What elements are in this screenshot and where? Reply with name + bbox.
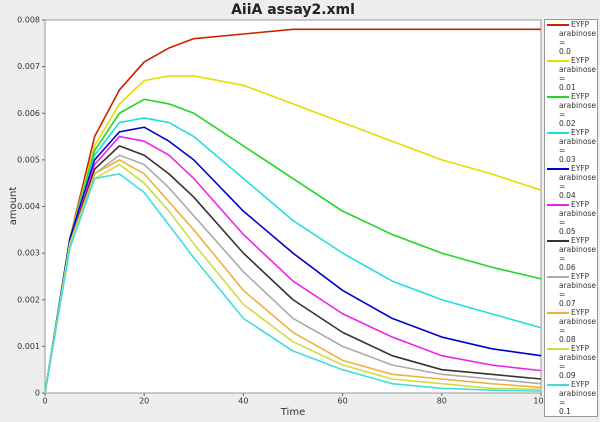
- x-tick-label: 100: [533, 397, 548, 406]
- y-tick-label: 0: [35, 389, 40, 398]
- y-tick-label: 0.004: [17, 202, 40, 211]
- legend-entry: EYFP arabinose = 0.08: [545, 308, 597, 344]
- legend-swatch: [547, 348, 569, 350]
- legend-label: EYFP arabinose = 0.03: [559, 128, 596, 164]
- y-axis-label: amount: [8, 187, 19, 226]
- legend-entry: EYFP arabinose = 0.04: [545, 164, 597, 200]
- series-line: [44, 145, 542, 394]
- legend-label: EYFP arabinose = 0.08: [559, 308, 596, 344]
- y-tick-label: 0.003: [17, 249, 40, 258]
- x-axis-label: Time: [280, 407, 305, 418]
- legend-label: EYFP arabinose = 0.06: [559, 236, 596, 272]
- legend-entry: EYFP arabinose = 0.03: [545, 128, 597, 164]
- legend-swatch: [547, 96, 569, 98]
- legend-label: EYFP arabinose = 0.1: [559, 380, 596, 416]
- legend-entry: EYFP arabinose = 0.02: [545, 92, 597, 128]
- legend-swatch: [547, 24, 569, 26]
- legend-label: EYFP arabinose = 0.02: [559, 92, 596, 128]
- y-tick-label: 0.005: [17, 155, 40, 164]
- legend-entry: EYFP arabinose = 0.05: [545, 200, 597, 236]
- series-line: [44, 173, 542, 394]
- y-tick-label: 0.008: [17, 16, 40, 25]
- y-tick-label: 0.007: [17, 62, 40, 71]
- series-line: [44, 28, 541, 394]
- series-line: [44, 159, 542, 394]
- x-tick-label: 0: [42, 397, 47, 406]
- legend-entry: EYFP arabinose = 0.01: [545, 56, 597, 92]
- series-line: [44, 117, 542, 394]
- x-tick-label: 60: [338, 397, 348, 406]
- legend-entry: EYFP arabinose = 0.07: [545, 272, 597, 308]
- series-line: [44, 163, 542, 394]
- y-tick-label: 0.002: [17, 295, 40, 304]
- series-line: [44, 135, 542, 394]
- legend-entry: EYFP arabinose = 0.06: [545, 236, 597, 272]
- x-tick-label: 80: [437, 397, 447, 406]
- legend-swatch: [547, 132, 569, 134]
- legend-label: EYFP arabinose = 0.07: [559, 272, 596, 308]
- legend-swatch: [547, 60, 569, 62]
- chart-title: AiiA assay2.xml: [231, 2, 355, 18]
- legend-swatch: [547, 168, 569, 170]
- legend-swatch: [547, 240, 569, 242]
- legend-swatch: [547, 384, 569, 386]
- x-tick-label: 20: [139, 397, 149, 406]
- series-line: [44, 75, 542, 394]
- x-tick-label: 40: [238, 397, 248, 406]
- legend-label: EYFP arabinose = 0.04: [559, 164, 596, 200]
- legend-swatch: [547, 204, 569, 206]
- legend-swatch: [547, 276, 569, 278]
- legend-swatch: [547, 312, 569, 314]
- plot-area: [44, 19, 542, 394]
- legend-label: EYFP arabinose = 0.05: [559, 200, 596, 236]
- legend: EYFP arabinose = 0.0 EYFP arabinose = 0.0…: [544, 19, 598, 417]
- legend-entry: EYFP arabinose = 0.0: [545, 20, 597, 56]
- legend-entry: EYFP arabinose = 0.09: [545, 344, 597, 380]
- legend-label: EYFP arabinose = 0.01: [559, 56, 596, 92]
- legend-label: EYFP arabinose = 0.09: [559, 344, 596, 380]
- y-tick-label: 0.001: [17, 342, 40, 351]
- legend-label: EYFP arabinose = 0.0: [559, 20, 596, 56]
- y-tick-label: 0.006: [17, 109, 40, 118]
- legend-entry: EYFP arabinose = 0.1: [545, 380, 597, 416]
- series-line: [44, 98, 542, 394]
- series-line: [44, 126, 542, 394]
